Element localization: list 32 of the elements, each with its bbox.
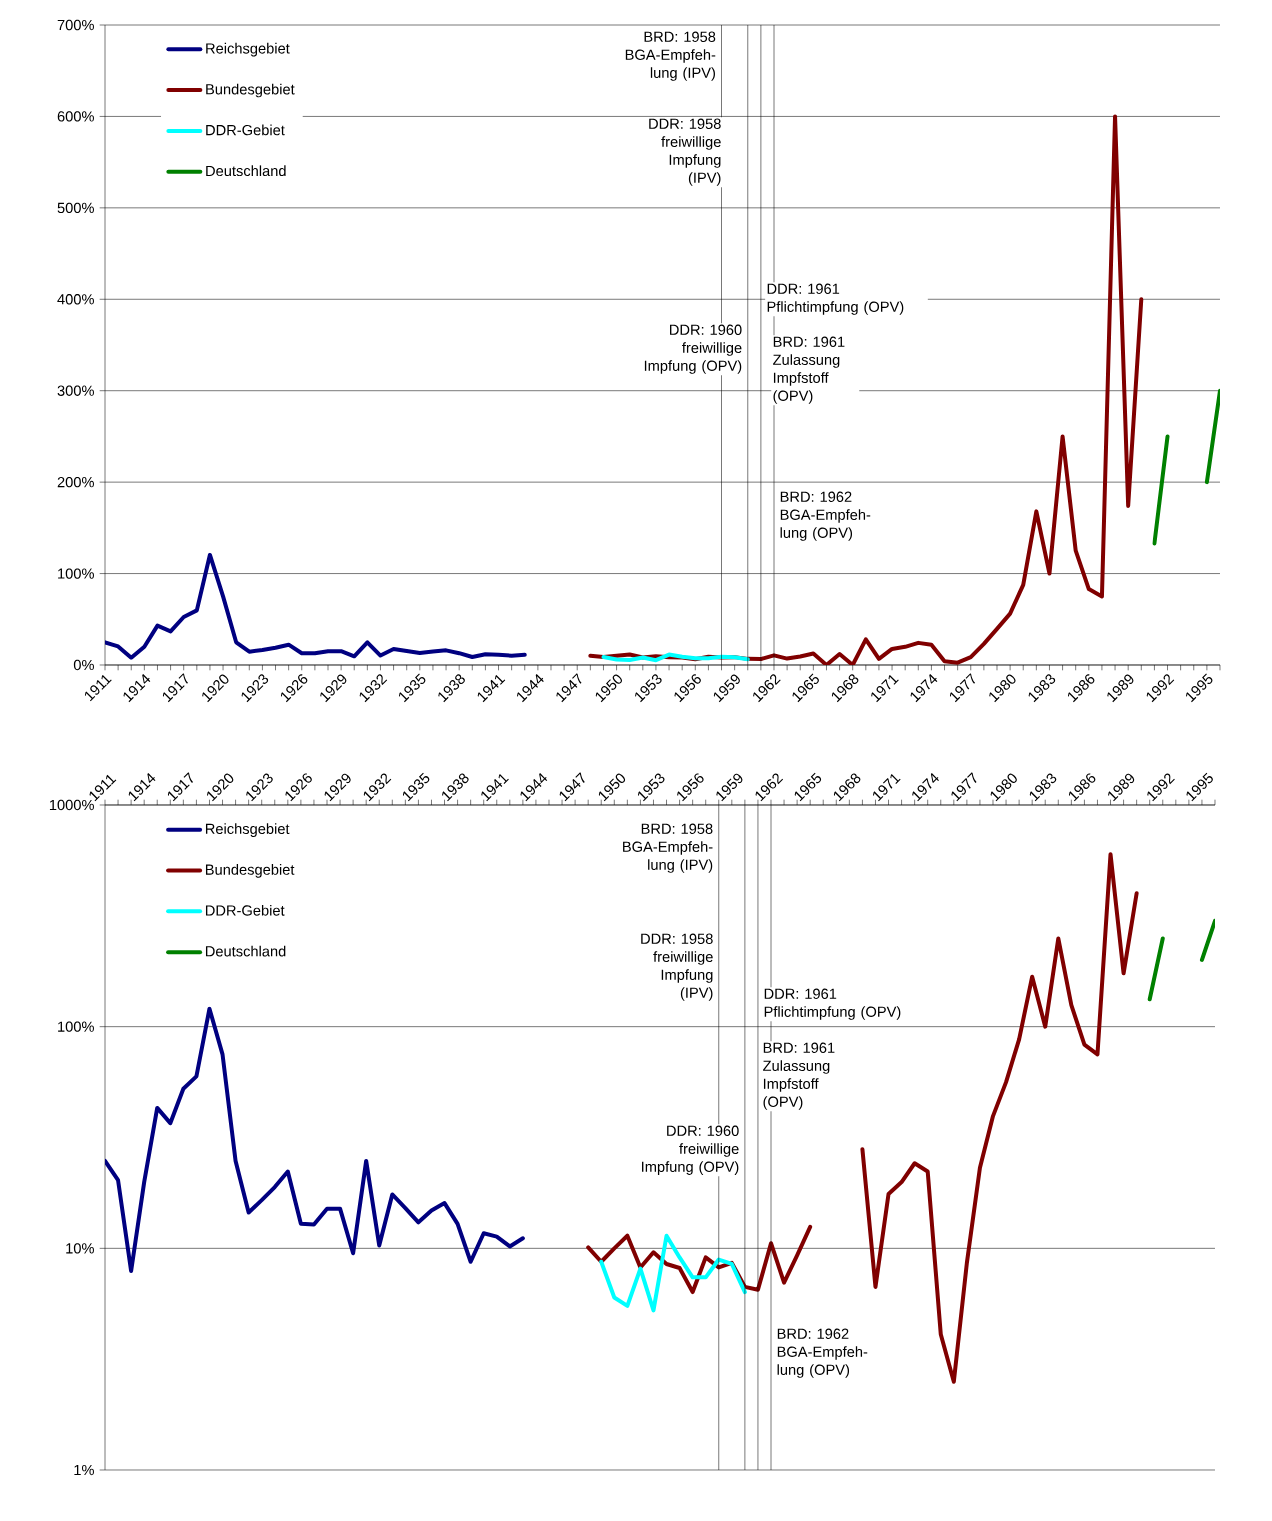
legend-label: Bundesgebiet — [206, 83, 295, 98]
annotation: BRD: 1961 Zulassung Impfstoff (OPV) — [763, 1042, 835, 1110]
y-tick-label: 100% — [58, 568, 94, 579]
ref-line-label: DDR: 1961 Pflichtimpfung (OPV) — [767, 283, 904, 315]
legend-label: Reichsgebiet — [205, 823, 290, 837]
legend-label: Deutschland — [205, 945, 286, 957]
legend-label: Bundesgebiet — [205, 864, 295, 878]
y-tick-label: 0% — [73, 659, 94, 671]
annotation: DDR: 1958 freiwillige Impfung (IPV) — [641, 933, 713, 1001]
ref-line-label: BRD: 1958 BGA-Empfeh- lung (IPV) — [625, 31, 716, 81]
y-tick-label: 1% — [74, 1464, 94, 1476]
ref-line-label: DDR: 1960 freiwillige Impfung (OPV) — [642, 1125, 739, 1175]
y-tick-label: 300% — [57, 385, 94, 396]
y-tick-label: 400% — [57, 294, 94, 305]
y-tick-label: 1000% — [49, 799, 94, 811]
y-tick-label: 700% — [57, 19, 94, 31]
annotation: DDR: 1958 freiwillige Impfung (IPV) — [649, 118, 721, 186]
y-tick-label: 10% — [66, 1243, 94, 1254]
ref-line-label: DDR: 1960 freiwillige Impfung (OPV) — [644, 324, 742, 374]
ref-line-label: BRD: 1962 BGA-Empfeh- lung (OPV) — [780, 491, 871, 541]
legend-label: Deutschland — [206, 165, 286, 177]
legend-label: Reichsgebiet — [206, 42, 290, 57]
y-tick-label: 200% — [57, 476, 94, 488]
annotation: BRD: 1961 Zulassung Impfstoff (OPV) — [773, 336, 845, 404]
y-tick-label: 100% — [58, 1021, 94, 1032]
y-tick-label: 500% — [57, 202, 94, 214]
ref-line-label: BRD: 1958 BGA-Empfeh- lung (IPV) — [623, 823, 713, 873]
y-tick-label: 600% — [57, 111, 94, 122]
legend-label: DDR-Gebiet — [205, 904, 285, 916]
ref-line-label: BRD: 1962 BGA-Empfeh- lung (OPV) — [777, 1328, 868, 1378]
ref-line-label: DDR: 1961 Pflichtimpfung (OPV) — [764, 988, 901, 1020]
legend-label: DDR-Gebiet — [206, 124, 285, 136]
